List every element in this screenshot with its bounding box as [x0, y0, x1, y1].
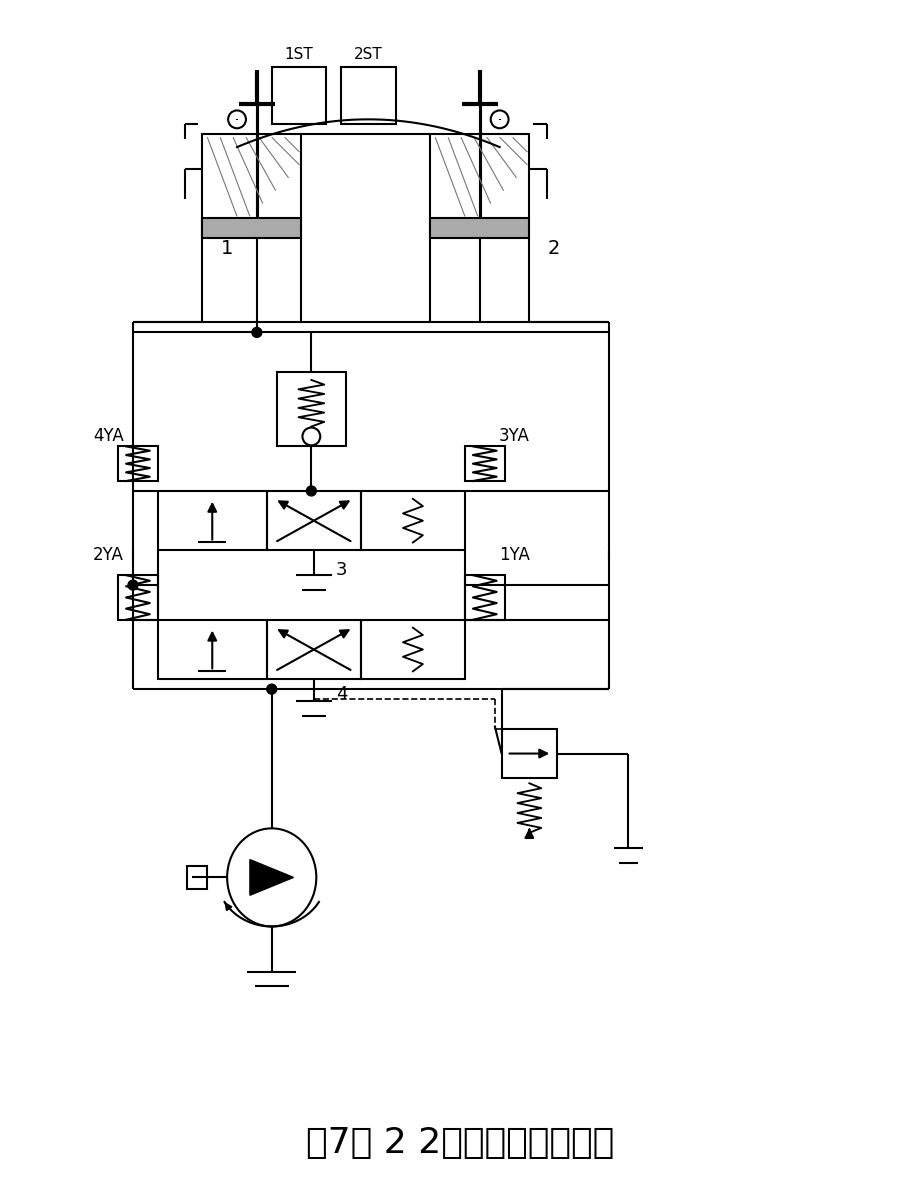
Bar: [202, 135, 301, 323]
Text: 1YA: 1YA: [498, 547, 529, 565]
Bar: [271, 67, 326, 124]
Bar: [202, 218, 301, 238]
Bar: [430, 135, 528, 323]
Bar: [187, 866, 207, 890]
Bar: [267, 491, 360, 550]
Bar: [464, 447, 504, 481]
Text: 3: 3: [335, 561, 347, 579]
Text: 4: 4: [335, 685, 347, 703]
Text: 图7－ 2 2串联液压同步回路: 图7－ 2 2串联液压同步回路: [305, 1125, 614, 1160]
Polygon shape: [250, 860, 293, 896]
Text: 2ST: 2ST: [354, 48, 382, 62]
Circle shape: [128, 580, 138, 590]
Bar: [501, 729, 557, 779]
Circle shape: [267, 684, 277, 694]
Text: 1ST: 1ST: [284, 48, 313, 62]
Bar: [360, 491, 464, 550]
Text: 4YA: 4YA: [93, 428, 123, 445]
Circle shape: [306, 486, 316, 495]
Bar: [430, 218, 528, 238]
Circle shape: [252, 328, 262, 337]
Text: 2YA: 2YA: [93, 547, 123, 565]
Bar: [267, 619, 360, 679]
Bar: [360, 619, 464, 679]
Text: 3YA: 3YA: [498, 428, 529, 445]
Bar: [277, 372, 346, 447]
Bar: [118, 447, 157, 481]
Text: 1: 1: [221, 238, 233, 257]
Bar: [118, 575, 157, 619]
Text: 2: 2: [548, 238, 560, 257]
Bar: [157, 491, 267, 550]
Bar: [341, 67, 395, 124]
Bar: [464, 575, 504, 619]
Bar: [157, 619, 267, 679]
